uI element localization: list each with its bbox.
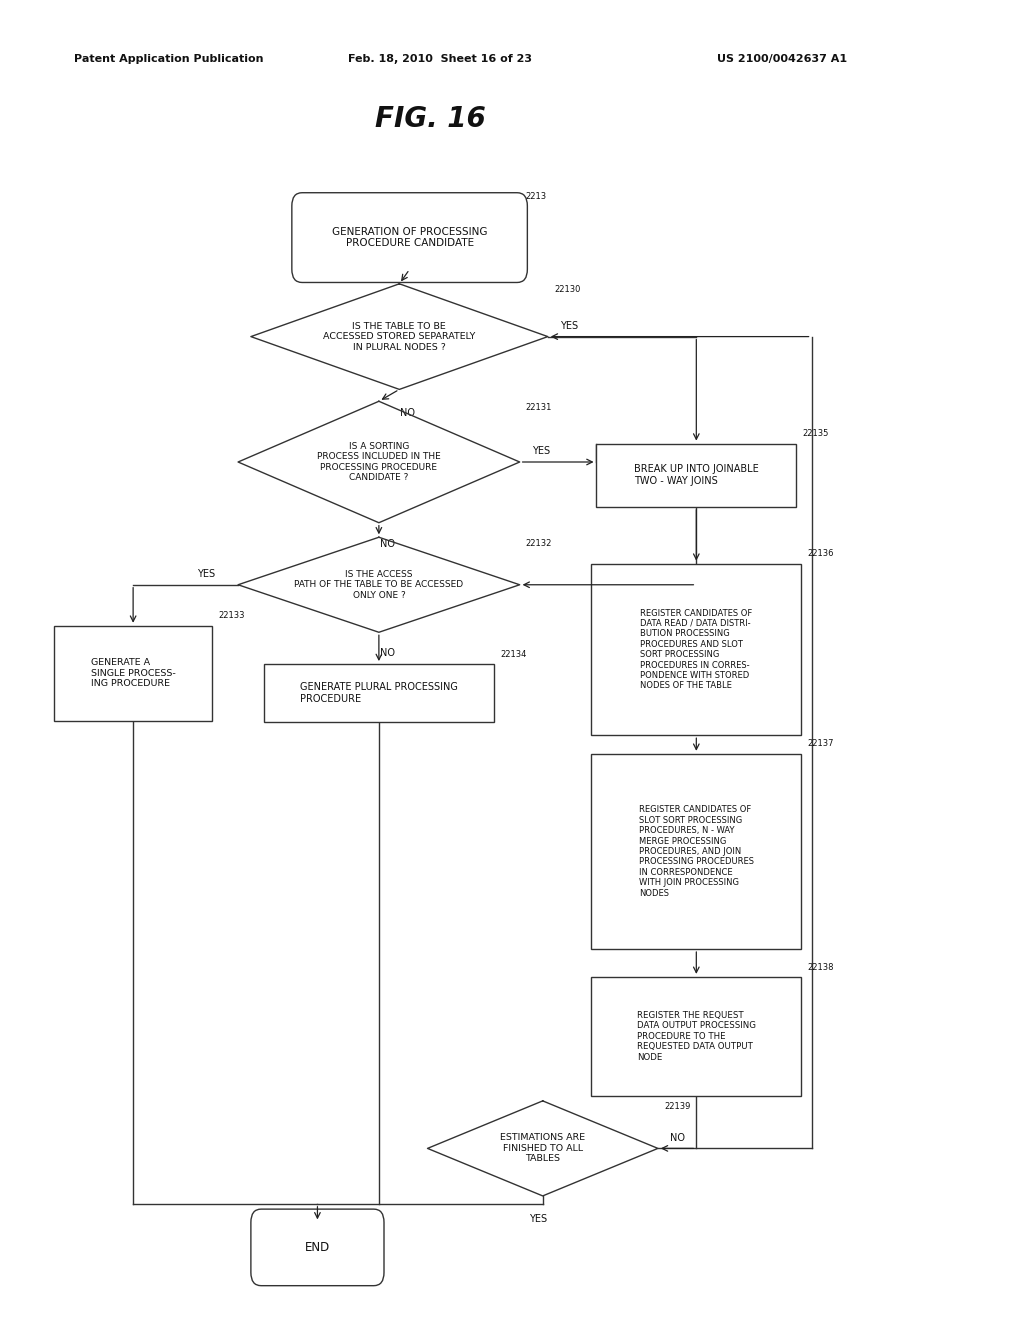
- Text: YES: YES: [560, 321, 579, 331]
- Text: 22138: 22138: [808, 962, 834, 972]
- Text: 22135: 22135: [803, 429, 828, 438]
- Text: YES: YES: [532, 446, 550, 457]
- Text: 22137: 22137: [808, 739, 834, 748]
- Text: NO: NO: [671, 1133, 685, 1143]
- Bar: [592, 977, 801, 1096]
- Text: Feb. 18, 2010  Sheet 16 of 23: Feb. 18, 2010 Sheet 16 of 23: [348, 54, 532, 65]
- Bar: [592, 564, 801, 735]
- Text: US 2100/0042637 A1: US 2100/0042637 A1: [717, 54, 847, 65]
- Text: YES: YES: [197, 569, 215, 579]
- Bar: [264, 664, 495, 722]
- Text: 22134: 22134: [500, 649, 526, 659]
- Text: 22131: 22131: [526, 403, 552, 412]
- Text: NO: NO: [400, 408, 415, 418]
- Text: NO: NO: [380, 539, 394, 549]
- Text: 2213: 2213: [525, 191, 547, 201]
- FancyBboxPatch shape: [251, 1209, 384, 1286]
- Text: BREAK UP INTO JOINABLE
TWO - WAY JOINS: BREAK UP INTO JOINABLE TWO - WAY JOINS: [634, 465, 759, 486]
- Text: REGISTER THE REQUEST
DATA OUTPUT PROCESSING
PROCEDURE TO THE
REQUESTED DATA OUTP: REGISTER THE REQUEST DATA OUTPUT PROCESS…: [637, 1011, 756, 1061]
- Text: YES: YES: [528, 1214, 547, 1225]
- Bar: [54, 626, 213, 721]
- Text: ESTIMATIONS ARE
FINISHED TO ALL
TABLES: ESTIMATIONS ARE FINISHED TO ALL TABLES: [500, 1134, 586, 1163]
- Text: Patent Application Publication: Patent Application Publication: [74, 54, 263, 65]
- Text: GENERATE PLURAL PROCESSING
PROCEDURE: GENERATE PLURAL PROCESSING PROCEDURE: [300, 682, 458, 704]
- Polygon shape: [251, 284, 548, 389]
- Text: 22136: 22136: [808, 549, 834, 558]
- Text: FIG. 16: FIG. 16: [375, 104, 485, 133]
- Text: NO: NO: [380, 648, 394, 659]
- FancyBboxPatch shape: [292, 193, 527, 282]
- Text: GENERATE A
SINGLE PROCESS-
ING PROCEDURE: GENERATE A SINGLE PROCESS- ING PROCEDURE: [91, 659, 175, 688]
- Text: IS THE ACCESS
PATH OF THE TABLE TO BE ACCESSED
ONLY ONE ?: IS THE ACCESS PATH OF THE TABLE TO BE AC…: [294, 570, 464, 599]
- Polygon shape: [238, 401, 520, 523]
- Text: GENERATION OF PROCESSING
PROCEDURE CANDIDATE: GENERATION OF PROCESSING PROCEDURE CANDI…: [332, 227, 487, 248]
- Text: 22132: 22132: [526, 539, 552, 548]
- Text: 22139: 22139: [665, 1102, 690, 1111]
- Text: IS A SORTING
PROCESS INCLUDED IN THE
PROCESSING PROCEDURE
CANDIDATE ?: IS A SORTING PROCESS INCLUDED IN THE PRO…: [317, 442, 440, 482]
- Text: REGISTER CANDIDATES OF
SLOT SORT PROCESSING
PROCEDURES, N - WAY
MERGE PROCESSING: REGISTER CANDIDATES OF SLOT SORT PROCESS…: [639, 805, 754, 898]
- Text: END: END: [305, 1241, 330, 1254]
- Polygon shape: [238, 537, 520, 632]
- Text: REGISTER CANDIDATES OF
DATA READ / DATA DISTRI-
BUTION PROCESSING
PROCEDURES AND: REGISTER CANDIDATES OF DATA READ / DATA …: [640, 609, 753, 690]
- Polygon shape: [428, 1101, 658, 1196]
- Bar: [596, 444, 797, 507]
- Text: 22130: 22130: [554, 285, 581, 294]
- Text: 22133: 22133: [219, 611, 245, 620]
- Bar: [592, 754, 801, 949]
- Text: IS THE TABLE TO BE
ACCESSED STORED SEPARATELY
IN PLURAL NODES ?: IS THE TABLE TO BE ACCESSED STORED SEPAR…: [324, 322, 475, 351]
